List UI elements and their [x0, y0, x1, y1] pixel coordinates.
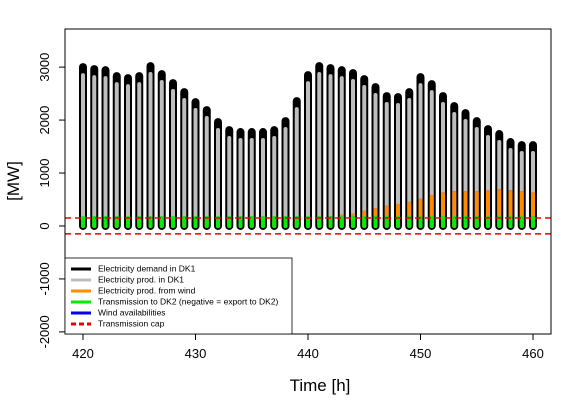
x-tick-label: 420 — [72, 346, 94, 361]
x-tick-label: 460 — [522, 346, 544, 361]
legend-label: Wind availabilities — [98, 307, 166, 317]
legend-label: Transmission to DK2 (negative = export t… — [98, 296, 279, 306]
y-tick-label: 0 — [37, 222, 52, 229]
y-axis-label: [MW] — [4, 161, 23, 201]
legend-box — [64, 257, 293, 335]
legend-label: Electricity demand in DK1 — [98, 263, 196, 273]
y-tick-label: 3000 — [37, 53, 52, 82]
legend-label: Electricity prod. in DK1 — [98, 274, 184, 284]
y-tick-label: -2000 — [37, 315, 52, 348]
y-tick-label: 1000 — [37, 159, 52, 188]
y-tick-label: -1000 — [37, 262, 52, 295]
x-tick-label: 430 — [185, 346, 207, 361]
x-tick-label: 440 — [297, 346, 319, 361]
legend-label: Electricity prod. from wind — [98, 285, 196, 295]
legend-label: Transmission cap — [98, 318, 165, 328]
x-axis-label: Time [h] — [290, 376, 351, 395]
x-tick-label: 450 — [410, 346, 432, 361]
y-tick-label: 2000 — [37, 106, 52, 135]
